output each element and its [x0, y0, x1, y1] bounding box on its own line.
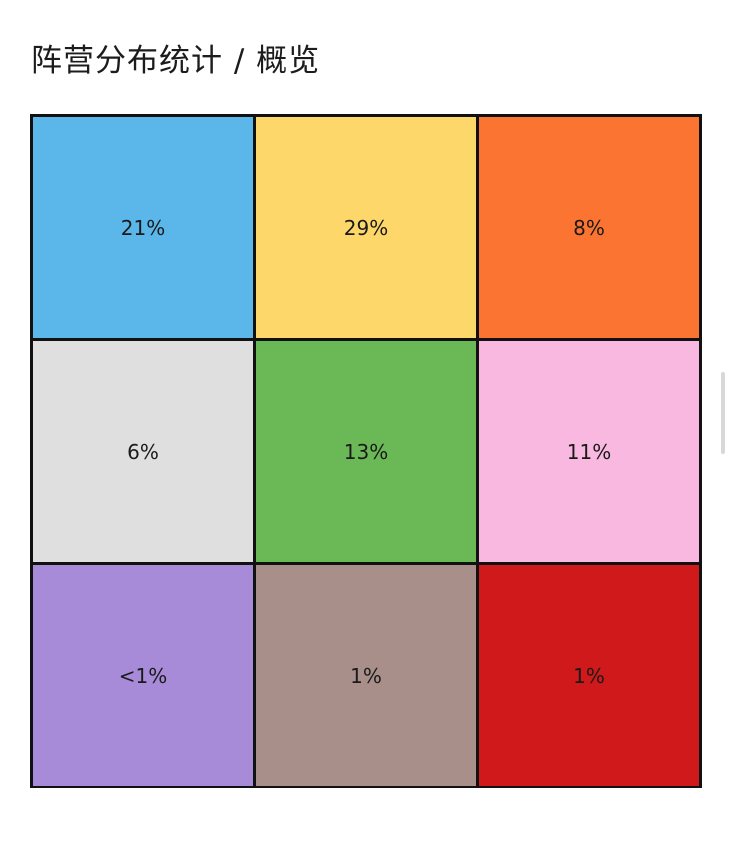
cell-percentage: 1%	[573, 663, 605, 688]
cell-percentage: 11%	[566, 439, 612, 464]
cell-percentage: <1%	[118, 663, 168, 688]
grid-cell: 8%	[479, 117, 699, 338]
cell-percentage: 1%	[350, 663, 382, 688]
grid-cell: 1%	[256, 565, 476, 786]
grid-cell: 6%	[33, 341, 253, 562]
scrollbar-thumb[interactable]	[721, 372, 725, 454]
grid-cell: 21%	[33, 117, 253, 338]
cell-percentage: 13%	[343, 439, 389, 464]
grid-cell: 11%	[479, 341, 699, 562]
cell-percentage: 21%	[120, 215, 166, 240]
cell-percentage: 6%	[127, 439, 159, 464]
grid-cell: 1%	[479, 565, 699, 786]
faction-distribution-grid: 21% 29% 8% 6% 13% 11% <1% 1% 1%	[30, 114, 702, 788]
grid-cell: 13%	[256, 341, 476, 562]
grid-cell: <1%	[33, 565, 253, 786]
page-title: 阵营分布统计 / 概览	[31, 43, 321, 79]
grid-cell: 29%	[256, 117, 476, 338]
cell-percentage: 8%	[573, 215, 605, 240]
cell-percentage: 29%	[343, 215, 389, 240]
